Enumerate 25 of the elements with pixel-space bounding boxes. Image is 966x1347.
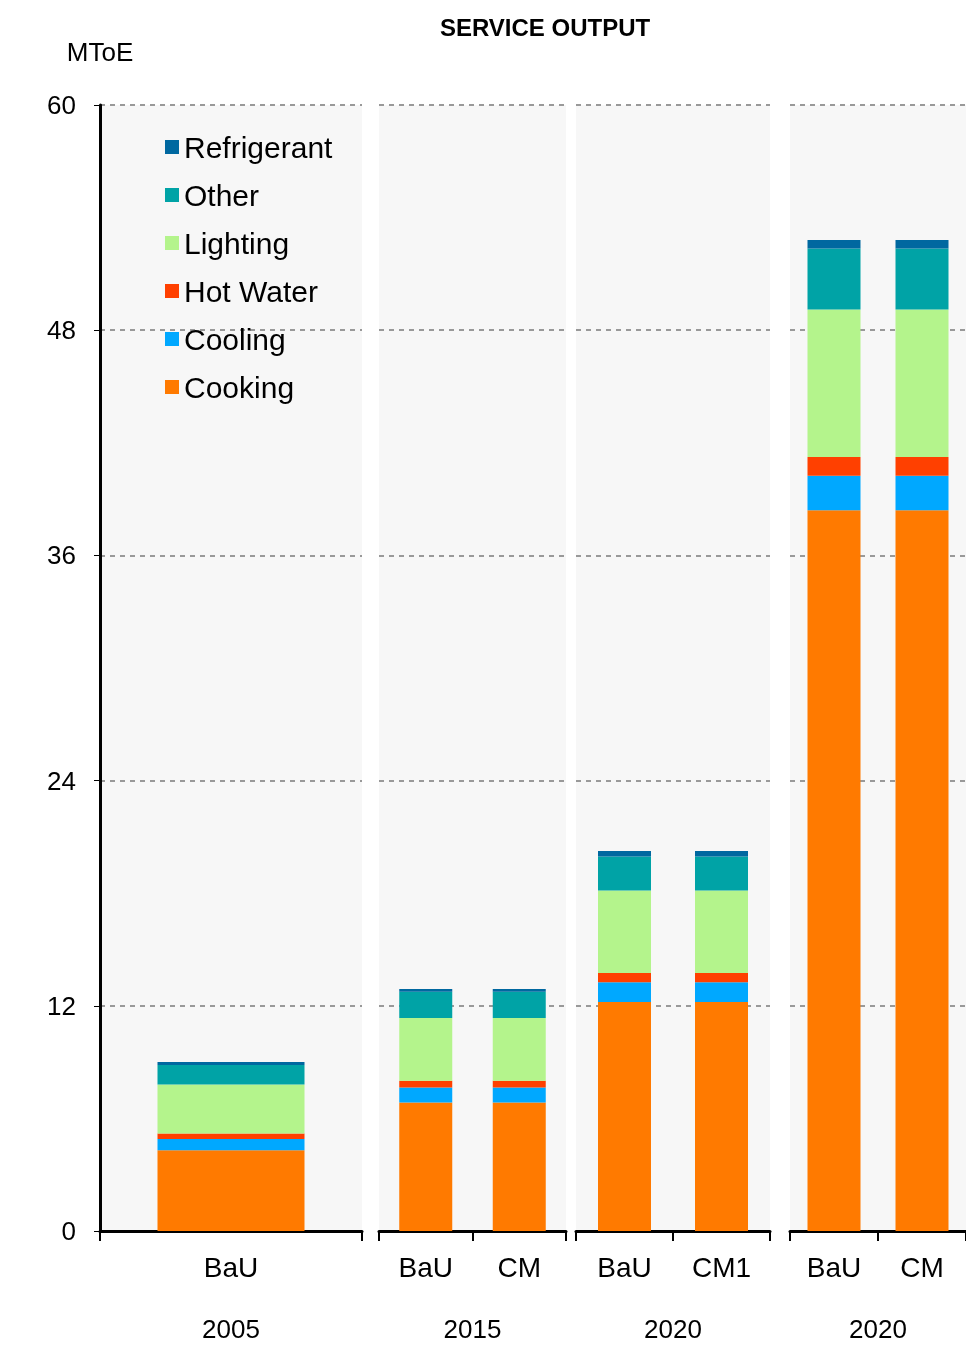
y-tick-label: 12 — [47, 990, 76, 1021]
chart-title: SERVICE OUTPUT — [439, 13, 651, 41]
x-axis-title: 2020 — [644, 1314, 702, 1344]
x-tick-label: BaU — [806, 1251, 862, 1283]
x-axis-title: 2005 — [202, 1314, 260, 1344]
x-axis-title: 2015 — [443, 1314, 502, 1344]
legend-label: Cooling — [184, 322, 286, 356]
x-tick-label: CM1 — [691, 1251, 752, 1283]
y-tick-label: 48 — [47, 315, 76, 346]
y-tick-label: 36 — [47, 540, 76, 571]
legend-label: Refrigerant — [184, 130, 334, 164]
x-axis-title: 2020 — [849, 1314, 907, 1344]
y-tick-label: 24 — [47, 765, 76, 796]
legend-label: Lighting — [184, 226, 290, 260]
y-tick-label: 0 — [61, 1216, 76, 1246]
y-axis-title: MToE — [66, 37, 134, 67]
x-tick-label: BaU — [597, 1251, 652, 1283]
legend-label: Hot Water — [184, 274, 318, 308]
x-tick-label: CM — [497, 1251, 542, 1283]
legend-label: Other — [184, 178, 260, 212]
y-tick-label: 60 — [47, 90, 76, 120]
x-tick-label: BaU — [203, 1251, 259, 1283]
legend-label: Cooking — [184, 370, 295, 404]
x-tick-label: CM — [900, 1251, 944, 1283]
x-tick-label: BaU — [398, 1251, 453, 1283]
